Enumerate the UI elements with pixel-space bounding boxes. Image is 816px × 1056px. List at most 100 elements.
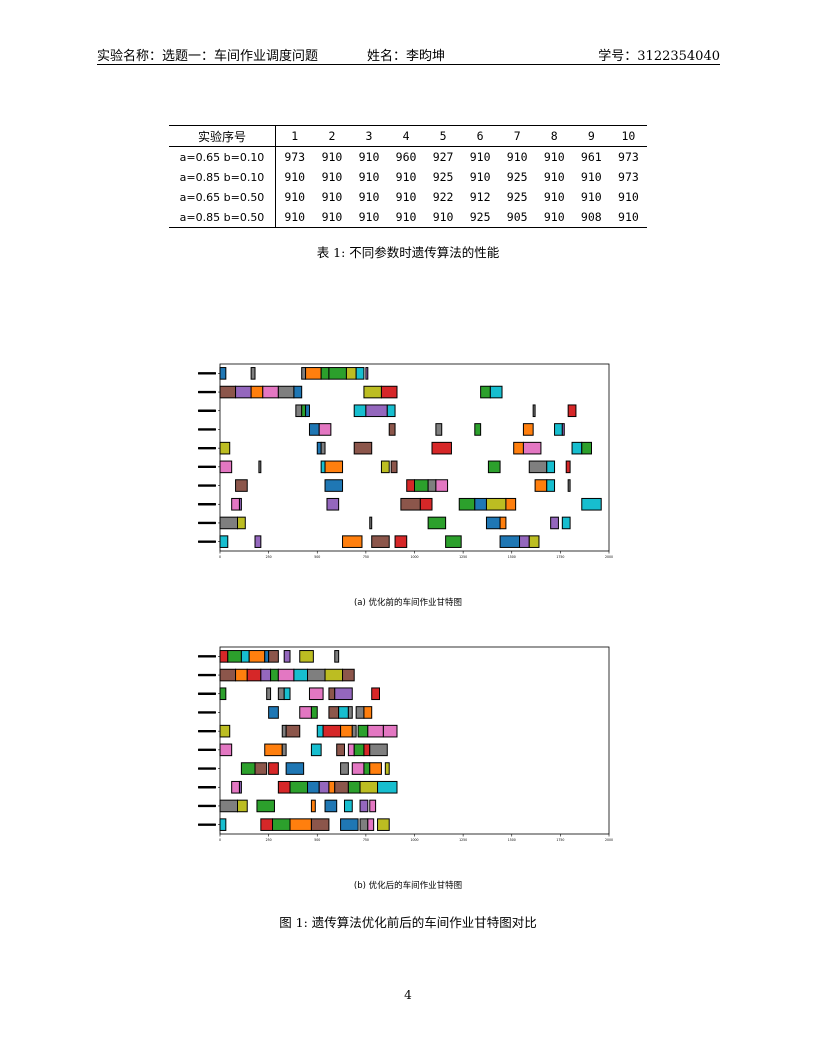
table-cell: 910	[358, 210, 380, 224]
table-row-label: a=0.65 b=0.50	[169, 187, 276, 207]
gantt-bar	[554, 423, 563, 436]
gantt-bar	[342, 668, 355, 682]
gantt-bar	[301, 367, 307, 380]
y-tick-label	[198, 521, 216, 525]
gantt-bar	[219, 650, 229, 663]
table-cell: 910	[543, 190, 565, 204]
gantt-bar	[299, 706, 312, 719]
y-tick-label	[198, 503, 216, 506]
gantt-bar	[219, 724, 231, 738]
gantt-bar	[528, 535, 540, 548]
x-tick-label: 1250	[459, 555, 467, 559]
gantt-bar	[474, 497, 487, 511]
x-tick-label: 500	[314, 555, 320, 559]
table-caption: 表 1: 不同参数时遗传算法的性能	[316, 245, 500, 260]
gantt-bar	[307, 780, 320, 794]
gantt-bar	[231, 780, 240, 794]
gantt-bar	[250, 367, 256, 380]
gantt-bar	[293, 668, 309, 682]
y-tick-label	[198, 446, 216, 450]
gantt-bar	[227, 650, 242, 663]
gantt-bar	[254, 535, 262, 548]
table-cell: 910	[321, 170, 343, 184]
gantt-bar	[359, 818, 369, 831]
gantt-bar	[534, 479, 548, 492]
gantt-bar	[324, 479, 344, 492]
gantt-bar	[386, 404, 396, 418]
y-tick-label	[198, 823, 216, 826]
gantt-bar	[406, 479, 416, 492]
table-header-cell: 8	[550, 129, 558, 143]
gantt-bar	[316, 724, 324, 738]
gantt-bar	[340, 762, 349, 775]
gantt-bar	[561, 423, 565, 436]
gantt-bar	[487, 460, 501, 474]
gantt-bar	[285, 724, 301, 738]
gantt-bar	[264, 743, 283, 757]
gantt-bar	[289, 818, 312, 831]
table-cell: 910	[432, 210, 454, 224]
gantt-bar	[347, 706, 353, 719]
gantt-bar	[363, 706, 373, 719]
table-cell: 973	[618, 170, 639, 184]
gantt-bar	[318, 780, 330, 794]
table-cell: 910	[469, 150, 491, 164]
table-header-cell: 10	[621, 129, 636, 143]
gantt-bar	[347, 743, 355, 757]
table-cell: 927	[432, 150, 454, 164]
gantt-bar	[377, 818, 390, 831]
gantt-bar	[532, 404, 536, 418]
gantt-bar	[522, 423, 534, 436]
page-header: 实验名称：选题一：车间作业调度问题 姓名：李昀坤 学号：3122354040	[97, 44, 720, 65]
gantt-bar	[328, 706, 340, 719]
gantt-bar	[334, 780, 349, 794]
gantt-bar	[388, 423, 396, 436]
y-tick-label	[198, 804, 216, 808]
table-cell: 908	[580, 210, 602, 224]
gantt-bar	[219, 818, 227, 831]
x-tick-label: 1000	[410, 555, 418, 559]
gantt-bar	[435, 479, 449, 492]
gantt-bar	[268, 706, 279, 719]
gantt-bar	[353, 404, 367, 418]
x-tick-label: 1500	[508, 555, 516, 559]
gantt-bar	[238, 497, 242, 511]
gantt-bar	[260, 818, 274, 831]
gantt-bar	[351, 724, 357, 738]
gantt-bar	[308, 687, 324, 701]
table-body: a=0.65 b=0.10 973 910 910 960 927 910 910 910 961…	[169, 146, 647, 228]
gantt-bar	[285, 762, 305, 775]
gantt-bar	[427, 479, 437, 492]
gantt-bar	[318, 423, 332, 436]
gantt-bar	[219, 668, 237, 682]
gantt-bar	[365, 404, 388, 418]
gantt-bar	[369, 762, 382, 775]
header-experiment-name: 实验名称：选题一：车间作业调度问题	[97, 49, 319, 64]
gantt-bar	[546, 479, 556, 492]
table-cell: 910	[395, 190, 417, 204]
subcaption-after: (b) 优化后的车间作业甘特图	[353, 881, 463, 891]
gantt-bar	[305, 367, 322, 380]
x-tick-label: 1750	[556, 555, 564, 559]
gantt-bar	[435, 423, 443, 436]
performance-table: 实验序号 1 2 3 4 5 6 7 8 9 10 a=0.65 b=0.10 973 910 910 96…	[169, 125, 647, 228]
gantt-bar	[310, 818, 330, 831]
table-cell: 910	[284, 190, 306, 204]
gantt-bar	[270, 668, 279, 682]
gantt-bar	[289, 780, 309, 794]
gantt-bar	[237, 799, 248, 813]
y-tick-label	[198, 711, 216, 714]
table-header-cell: 3	[365, 129, 373, 143]
gantt-bar	[293, 385, 303, 399]
table-header-cell: 1	[291, 129, 299, 143]
gantt-bar	[359, 799, 369, 813]
table-cell: 925	[432, 170, 454, 184]
gantt-bar	[295, 404, 303, 418]
table-cell: 960	[395, 150, 417, 164]
gantt-bar	[307, 668, 326, 682]
table-cell: 925	[469, 210, 491, 224]
gantt-bar	[324, 799, 338, 813]
y-tick-label	[198, 390, 216, 394]
table-cell: 910	[284, 170, 306, 184]
table-cell: 961	[580, 150, 602, 164]
